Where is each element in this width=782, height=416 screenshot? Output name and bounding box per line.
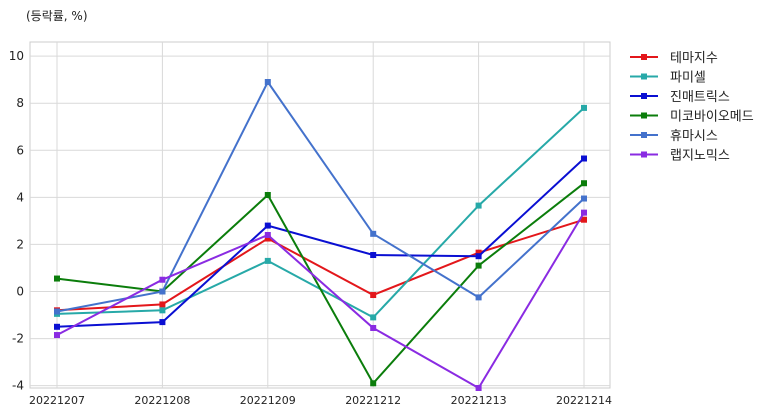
y-axis-ticks: -4 -2 0 2 4 6 8 10: [9, 49, 24, 393]
data-point: [159, 288, 166, 295]
legend-marker: [641, 93, 647, 99]
data-point: [54, 275, 60, 282]
data-point: [54, 323, 60, 330]
data-point: [159, 307, 166, 314]
legend-entry: 랩지노믹스: [630, 149, 730, 164]
data-point: [54, 332, 60, 339]
data-point: [370, 292, 377, 299]
data-point: [581, 216, 587, 223]
legend-label: 휴마시스: [670, 129, 718, 144]
legend-marker: [641, 112, 647, 119]
x-axis-ticks: 20221207 20221208 20221209 20221212 20221213…: [29, 394, 612, 407]
data-point: [475, 253, 482, 260]
series-line: [56, 80, 585, 313]
x-tick-label: 20221208: [134, 394, 190, 407]
x-tick-label: 20221207: [29, 394, 85, 407]
series-5: [54, 79, 587, 315]
legend-entry: 미코바이오메드: [630, 110, 754, 125]
x-tick-label: 20221209: [240, 394, 296, 407]
data-point: [370, 380, 377, 387]
data-point: [264, 257, 271, 264]
legend-entry: 휴마시스: [630, 129, 718, 144]
data-point: [581, 155, 587, 162]
y-axis-label: (등락률, %): [26, 9, 88, 23]
data-point: [370, 324, 377, 331]
data-point: [264, 235, 271, 242]
data-point: [581, 180, 587, 187]
series-line: [56, 157, 585, 328]
x-tick-label: 20221214: [556, 394, 612, 407]
series-line: [56, 212, 585, 390]
legend-entry: 진매트릭스: [630, 90, 730, 105]
y-tick-label: -2: [12, 332, 24, 346]
grid-lines: [30, 42, 610, 388]
data-point: [370, 252, 377, 259]
data-point: [159, 301, 166, 308]
legend-marker: [641, 132, 647, 138]
data-point: [475, 249, 482, 256]
data-point: [54, 308, 60, 315]
y-tick-label: 2: [16, 237, 24, 251]
legend-marker: [641, 151, 647, 158]
legend-entry: 테마지수: [630, 51, 718, 66]
data-point: [475, 262, 482, 269]
y-tick-label: 0: [16, 284, 24, 298]
y-tick-label: -4: [12, 379, 24, 393]
y-tick-label: 4: [16, 190, 24, 204]
data-point: [264, 222, 271, 229]
series-6: [54, 209, 587, 391]
data-point: [581, 209, 587, 216]
y-tick-label: 8: [16, 96, 24, 110]
legend-label: 진매트릭스: [670, 90, 730, 105]
y-tick-label: 6: [16, 143, 24, 157]
legend-entry: 파미셀: [630, 71, 706, 86]
data-point: [370, 314, 377, 321]
data-point: [159, 276, 166, 283]
data-point: [264, 191, 271, 198]
data-point: [581, 195, 587, 202]
x-tick-label: 20221212: [345, 394, 401, 407]
legend-marker: [641, 73, 647, 80]
data-point: [475, 385, 482, 391]
data-point: [264, 232, 271, 239]
data-point: [264, 79, 271, 86]
series-lines: [54, 79, 587, 391]
legend-label: 랩지노믹스: [670, 149, 730, 164]
legend-label: 테마지수: [670, 51, 718, 66]
data-point: [475, 294, 482, 301]
data-point: [475, 202, 482, 209]
data-point: [370, 230, 377, 237]
y-tick-label: 10: [9, 49, 24, 63]
x-tick-label: 20221213: [451, 394, 507, 407]
series-3: [54, 155, 587, 330]
data-point: [581, 104, 587, 111]
series-line: [56, 218, 585, 312]
legend-label: 파미셀: [670, 71, 706, 86]
data-point: [159, 319, 166, 326]
legend-marker: [641, 54, 647, 60]
legend-label: 미코바이오메드: [670, 110, 754, 125]
